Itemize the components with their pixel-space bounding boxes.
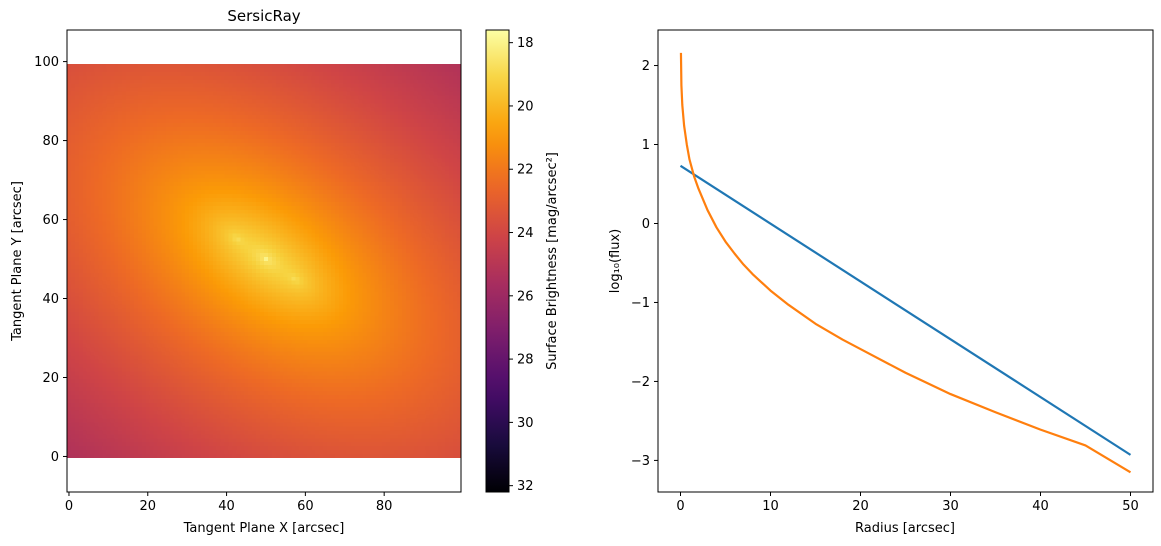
heatmap-panel: SersicRay 0 20 40 60 80 0 20 40 60 80 100 Tangent… <box>10 7 462 536</box>
profile-series-line-2 <box>679 52 1132 474</box>
profile-series <box>679 52 1132 474</box>
colorbar: 18 20 22 24 26 28 30 32 Surface Brightness [mag… <box>485 29 560 494</box>
colorbar-tick-label: 28 <box>517 353 534 368</box>
profile-x-axis-label: Radius [arcsec] <box>855 521 955 536</box>
heatmap-y-tick-label: 100 <box>34 55 59 70</box>
colorbar-tick-label: 22 <box>517 163 534 178</box>
profile-y-tick-label: 1 <box>642 138 650 153</box>
colorbar-tick-label: 20 <box>517 99 534 114</box>
heatmap-title: SersicRay <box>227 7 300 25</box>
heatmap-y-tick-label: 80 <box>42 134 59 149</box>
colorbar-tick-label: 18 <box>517 36 534 51</box>
colorbar-tick-label: 24 <box>517 226 534 241</box>
heatmap-x-ticks: 0 20 40 60 80 <box>65 492 393 514</box>
heatmap-image <box>67 63 461 458</box>
colorbar-tick-label: 32 <box>517 479 534 494</box>
profile-panel: 0 10 20 30 40 50 −3 −2 −1 0 1 2 Radius [arcsec] lo… <box>608 29 1154 536</box>
profile-y-tick-label: −3 <box>631 454 650 469</box>
profile-series-line-1 <box>679 164 1132 456</box>
colorbar-gradient <box>485 29 510 493</box>
profile-y-tick-label: 2 <box>642 59 650 74</box>
heatmap-x-tick-label: 40 <box>218 499 235 514</box>
heatmap-y-tick-label: 40 <box>42 292 59 307</box>
profile-y-tick-label: −1 <box>631 296 650 311</box>
profile-x-tick-label: 10 <box>762 499 779 514</box>
colorbar-tick-label: 26 <box>517 289 534 304</box>
profile-x-tick-label: 40 <box>1032 499 1049 514</box>
heatmap-y-tick-label: 0 <box>51 450 59 465</box>
heatmap-y-tick-label: 20 <box>42 371 59 386</box>
colorbar-ticks: 18 20 22 24 26 28 30 32 <box>509 36 534 494</box>
colorbar-label: Surface Brightness [mag/arcsec²] <box>545 152 560 370</box>
heatmap-x-tick-label: 80 <box>376 499 393 514</box>
heatmap-y-axis-label: Tangent Plane Y [arcsec] <box>10 181 25 342</box>
profile-y-tick-label: −2 <box>631 375 650 390</box>
profile-x-tick-label: 50 <box>1122 499 1139 514</box>
heatmap-x-axis-label: Tangent Plane X [arcsec] <box>183 521 345 536</box>
profile-x-ticks: 0 10 20 30 40 50 <box>676 492 1139 514</box>
heatmap-x-tick-label: 60 <box>297 499 314 514</box>
heatmap-x-tick-label: 20 <box>139 499 156 514</box>
profile-x-tick-label: 0 <box>676 499 684 514</box>
profile-y-tick-label: 0 <box>642 217 650 232</box>
profile-y-ticks: −3 −2 −1 0 1 2 <box>631 59 658 469</box>
profile-x-tick-label: 20 <box>852 499 869 514</box>
profile-y-axis-label: log₁₀(flux) <box>608 229 623 294</box>
colorbar-tick-label: 30 <box>517 416 534 431</box>
profile-x-tick-label: 30 <box>942 499 959 514</box>
heatmap-y-ticks: 0 20 40 60 80 100 <box>34 55 67 465</box>
heatmap-y-tick-label: 60 <box>42 213 59 228</box>
profile-frame <box>657 29 1154 493</box>
heatmap-frame <box>66 29 462 493</box>
heatmap-x-tick-label: 0 <box>65 499 73 514</box>
